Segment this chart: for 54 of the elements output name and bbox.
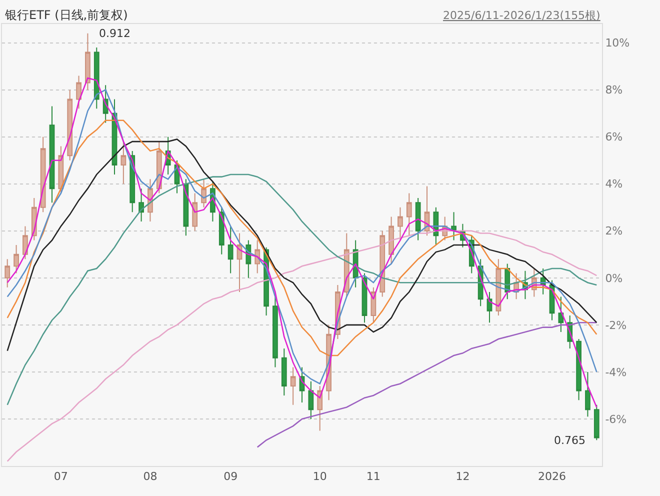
candlestick [192,192,198,232]
candlestick [585,371,590,418]
line-series [256,322,598,448]
chart-subtitle: 2025/6/11-2026/1/23(155根) [443,9,600,22]
candlestick [558,296,564,332]
chart-title: 银行ETF (日线,前复权) [4,8,128,22]
candlestick [183,178,189,236]
candlestick [40,136,46,213]
x-tick-label: 12 [456,470,470,484]
candlestick [76,75,82,110]
candlestick [22,226,28,260]
x-tick-label: 08 [143,470,158,484]
candlestick [201,178,206,208]
y-tick-label: 4% [605,178,623,191]
candlestick [415,197,421,241]
line-series [6,230,598,462]
candlestick [308,380,314,420]
candlestick [576,338,582,401]
y-tick-label: 10% [605,36,630,50]
candlestick [290,366,296,406]
candlestick [94,47,100,110]
x-tick-label: 10 [312,470,327,484]
candlestick [85,32,90,90]
x-tick-label: 11 [366,470,380,484]
y-tick-label: 6% [605,130,623,144]
candlestick [120,141,126,184]
candlestick [14,244,19,274]
candlestick [398,206,403,241]
y-tick-label: -6% [605,412,627,426]
y-tick-label: 0% [605,272,623,285]
candlestick [486,292,492,324]
candlestick [58,146,64,194]
candlestick [4,258,10,288]
candlestick [281,348,287,396]
candlestick [594,404,600,441]
candlestick [272,296,278,368]
candlestick [49,106,55,204]
y-tick-label: 2% [605,224,623,238]
candlestick [236,232,242,293]
candlestick [228,226,234,274]
candlestick [406,192,412,236]
y-tick-label: -2% [605,318,627,332]
x-tick-label: 09 [224,470,238,484]
annotation: 0.765 [554,434,586,447]
candlestick [496,258,502,316]
y-tick-label: -4% [605,366,627,379]
candlestick [218,206,224,255]
line-series [6,174,598,406]
candlestick [388,216,394,264]
x-tick-label: 07 [54,470,68,484]
y-tick-label: 8% [605,84,623,97]
annotation: 0.912 [99,27,130,40]
candlestick [67,89,73,161]
x-tick-label: 2026 [538,470,566,484]
